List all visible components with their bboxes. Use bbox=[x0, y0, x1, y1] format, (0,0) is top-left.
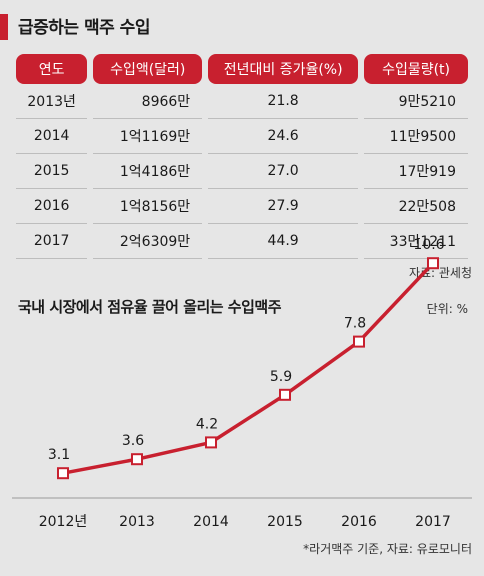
x-tick-label: 2014 bbox=[193, 514, 229, 530]
cell-year: 2016 bbox=[16, 189, 88, 224]
cell-rate: 27.9 bbox=[208, 189, 359, 224]
x-tick-label: 2017 bbox=[415, 514, 451, 530]
cell-year: 2015 bbox=[16, 154, 88, 189]
table-row: 2013년 8966만 21.8 9만5210 bbox=[16, 84, 468, 119]
header-import-volume: 수입물량(t) bbox=[364, 54, 468, 84]
cell-year: 2017 bbox=[16, 224, 88, 259]
data-label: 10.6 bbox=[413, 237, 444, 253]
cell-amount: 2억6309만 bbox=[93, 224, 203, 259]
cell-volume: 22만508 bbox=[364, 189, 468, 224]
data-point bbox=[427, 257, 439, 270]
cell-rate: 21.8 bbox=[208, 84, 359, 119]
header-year: 연도 bbox=[16, 54, 88, 84]
cell-amount: 1억4186만 bbox=[93, 154, 203, 189]
cell-year: 2013년 bbox=[16, 84, 88, 119]
x-tick-label: 2016 bbox=[341, 514, 377, 530]
cell-year: 2014 bbox=[16, 119, 88, 154]
data-point bbox=[57, 467, 69, 480]
table-row: 2016 1억8156만 27.9 22만508 bbox=[16, 189, 468, 224]
table-header-row: 연도 수입액(달러) 전년대비 증가율(%) 수입물량(t) bbox=[16, 54, 468, 84]
data-point bbox=[353, 335, 365, 348]
table-row: 2017 2억6309만 44.9 33만1211 bbox=[16, 224, 468, 259]
page-title: 급증하는 맥주 수입 bbox=[18, 18, 150, 38]
cell-rate: 27.0 bbox=[208, 154, 359, 189]
data-label: 3.6 bbox=[122, 433, 144, 449]
header-growth-rate: 전년대비 증가율(%) bbox=[208, 54, 359, 84]
cell-amount: 8966만 bbox=[93, 84, 203, 119]
title-accent-bar bbox=[0, 14, 8, 40]
import-table: 연도 수입액(달러) 전년대비 증가율(%) 수입물량(t) 2013년 896… bbox=[10, 54, 474, 259]
x-tick-label: 2015 bbox=[267, 514, 303, 530]
data-label: 5.9 bbox=[270, 369, 292, 385]
cell-rate: 44.9 bbox=[208, 224, 359, 259]
data-point bbox=[279, 388, 291, 401]
cell-rate: 24.6 bbox=[208, 119, 359, 154]
series-line bbox=[62, 261, 435, 475]
chart-footnote: *라거맥주 기준, 자료: 유로모니터 bbox=[303, 542, 472, 556]
chart-title: 국내 시장에서 점유율 끌어 올리는 수입맥주 bbox=[18, 298, 282, 316]
data-point bbox=[131, 453, 143, 466]
table-row: 2015 1억4186만 27.0 17만919 bbox=[16, 154, 468, 189]
data-label: 7.8 bbox=[344, 316, 366, 332]
header-import-amount: 수입액(달러) bbox=[93, 54, 203, 84]
x-tick-label: 2013 bbox=[119, 514, 155, 530]
data-point bbox=[205, 436, 217, 449]
data-label: 3.1 bbox=[48, 447, 70, 463]
cell-volume: 33만1211 bbox=[364, 224, 468, 259]
cell-volume: 9만5210 bbox=[364, 84, 468, 119]
cell-volume: 17만919 bbox=[364, 154, 468, 189]
cell-amount: 1억1169만 bbox=[93, 119, 203, 154]
x-tick-label: 2012년 bbox=[39, 514, 88, 530]
table-row: 2014 1억1169만 24.6 11만9500 bbox=[16, 119, 468, 154]
cell-volume: 11만9500 bbox=[364, 119, 468, 154]
chart-unit-label: 단위: % bbox=[426, 302, 468, 316]
data-label: 4.2 bbox=[196, 416, 218, 432]
cell-amount: 1억8156만 bbox=[93, 189, 203, 224]
